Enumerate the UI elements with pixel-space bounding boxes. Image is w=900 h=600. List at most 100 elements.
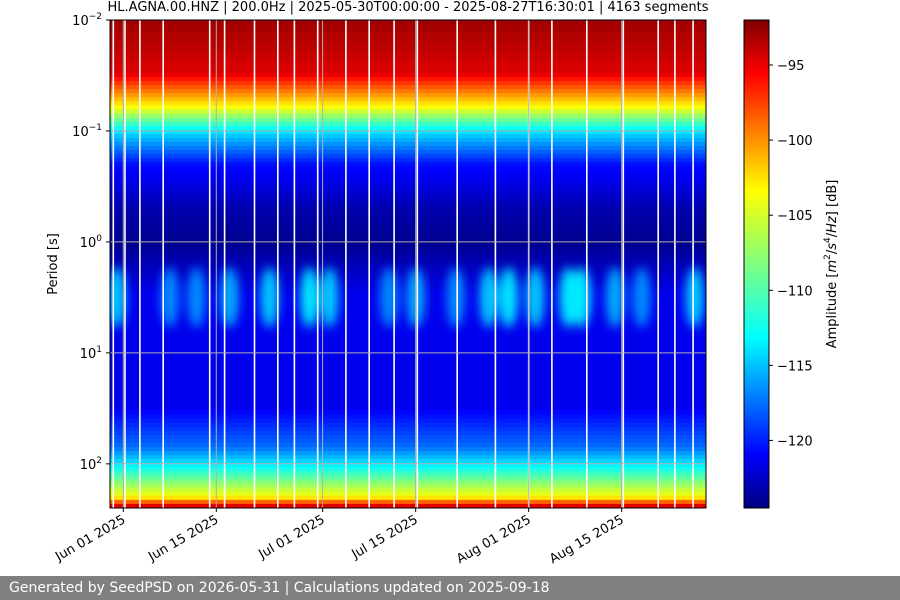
spectrogram-row <box>110 105 706 111</box>
spectrogram-row <box>110 223 706 228</box>
colorbar-tick-label: −100 <box>777 134 813 149</box>
x-tick-label: Jun 15 2025 <box>145 512 221 565</box>
spectrogram-row <box>110 186 706 192</box>
spectrogram-row <box>110 97 706 102</box>
spectrogram-row <box>110 48 706 54</box>
microseism-burst <box>160 267 179 328</box>
spectrogram-row <box>110 203 706 208</box>
spectrogram-row <box>110 211 706 216</box>
spectrogram-row <box>110 247 706 253</box>
spectrogram-row <box>110 422 706 428</box>
footer-caption: Generated by SeedPSD on 2026-05-31 | Cal… <box>0 576 900 600</box>
spectrogram-row <box>110 182 706 188</box>
spectrogram-row <box>110 162 706 167</box>
spectrogram-row <box>110 353 706 359</box>
spectrogram-row <box>110 64 706 70</box>
colorbar-gradient <box>743 19 770 509</box>
spectrogram-row <box>110 158 706 163</box>
spectrogram-row <box>110 386 706 391</box>
microseism-burst <box>260 267 279 328</box>
spectrogram-row <box>110 333 706 338</box>
microseism-burst <box>632 267 651 328</box>
spectrogram-row <box>110 337 706 342</box>
spectrogram-row <box>110 235 706 241</box>
spectrogram-row <box>110 251 706 257</box>
chart-title: HL.AGNA.00.HNZ | 200.0Hz | 2025-05-30T00… <box>108 0 709 15</box>
spectrogram-row <box>110 418 706 424</box>
spectrogram-row <box>110 170 706 176</box>
spectrogram-row <box>110 438 706 444</box>
spectrogram-row <box>110 178 706 184</box>
spectrogram-row <box>110 259 706 265</box>
colorbar-tick-label: −95 <box>777 59 804 74</box>
colorbar-tick-label: −105 <box>777 209 813 224</box>
spectrogram-row <box>110 410 706 416</box>
spectrogram-row <box>110 491 706 497</box>
spectrogram-row <box>110 459 706 464</box>
spectrogram-row <box>110 150 706 155</box>
spectrogram-row <box>110 402 706 407</box>
spectrogram-row <box>110 231 706 237</box>
spectrogram-row <box>110 455 706 460</box>
spectrogram-row <box>110 357 706 363</box>
spectrogram-row <box>110 394 706 399</box>
y-tick-label: 100 <box>80 234 103 251</box>
spectrogram-row <box>110 133 706 139</box>
spectrogram-row <box>110 479 706 485</box>
spectrogram-row <box>110 56 706 62</box>
spectrogram-row <box>110 36 706 41</box>
spectrogram-row <box>110 495 706 501</box>
y-tick-label: 10−1 <box>72 123 102 140</box>
spectrogram-row <box>110 190 706 196</box>
spectrogram-row <box>110 483 706 489</box>
spectrogram-row <box>110 499 706 505</box>
spectrogram-row <box>110 390 706 395</box>
spectrogram-row <box>110 227 706 233</box>
spectrogram-row <box>110 268 706 273</box>
y-axis: 10−2 10−1 100 101 102 <box>72 12 110 473</box>
spectrogram-row <box>110 40 706 45</box>
microseism-burst <box>380 267 399 328</box>
x-tick-label: Jul 01 2025 <box>256 512 328 562</box>
spectrogram-row <box>110 349 706 355</box>
microseism-burst <box>187 267 206 328</box>
y-tick-label: 10−2 <box>72 12 102 29</box>
spectrogram-row <box>110 451 706 456</box>
spectrogram-row <box>110 101 706 106</box>
spectrogram-row <box>110 60 706 66</box>
spectrogram-row <box>110 93 706 98</box>
spectrogram-row <box>110 68 706 74</box>
colorbar-label: Amplitude [m2/s4/Hz] [dB] <box>823 180 840 349</box>
spectrogram-row <box>110 32 706 37</box>
spectrogram-row <box>110 345 706 350</box>
colorbar-tick-label: −110 <box>777 284 813 299</box>
microseism-burst <box>606 267 624 328</box>
spectrogram-row <box>110 109 706 115</box>
y-axis-label: Period [s] <box>46 233 61 295</box>
spectrogram-row <box>110 125 706 131</box>
y-tick-label: 101 <box>80 345 102 362</box>
microseism-burst <box>526 267 545 328</box>
spectrogram-row <box>110 28 706 33</box>
psd-spectrogram-chart: HL.AGNA.00.HNZ | 200.0Hz | 2025-05-30T00… <box>46 0 840 567</box>
spectrogram-row <box>110 146 706 151</box>
spectrogram-row <box>110 219 706 224</box>
spectrogram-row <box>110 44 706 50</box>
spectrogram-row <box>110 194 706 200</box>
spectrogram-row <box>110 406 706 411</box>
x-tick-label: Jun 01 2025 <box>52 512 128 565</box>
spectrogram-row <box>110 312 706 318</box>
colorbar-tick-label: −115 <box>777 359 813 374</box>
colorbar-tick-label: −120 <box>777 434 813 449</box>
spectrogram-row <box>110 377 706 383</box>
spectrogram-row <box>110 447 706 452</box>
microseism-burst <box>320 267 339 328</box>
spectrogram-row <box>110 72 706 78</box>
spectrogram-row <box>110 487 706 493</box>
spectrogram-row <box>110 117 706 123</box>
spectrogram-row <box>110 174 706 180</box>
spectrogram-row <box>110 52 706 58</box>
spectrogram-row <box>110 264 706 269</box>
spectrogram-row <box>110 20 706 25</box>
spectrogram-row <box>110 320 706 326</box>
